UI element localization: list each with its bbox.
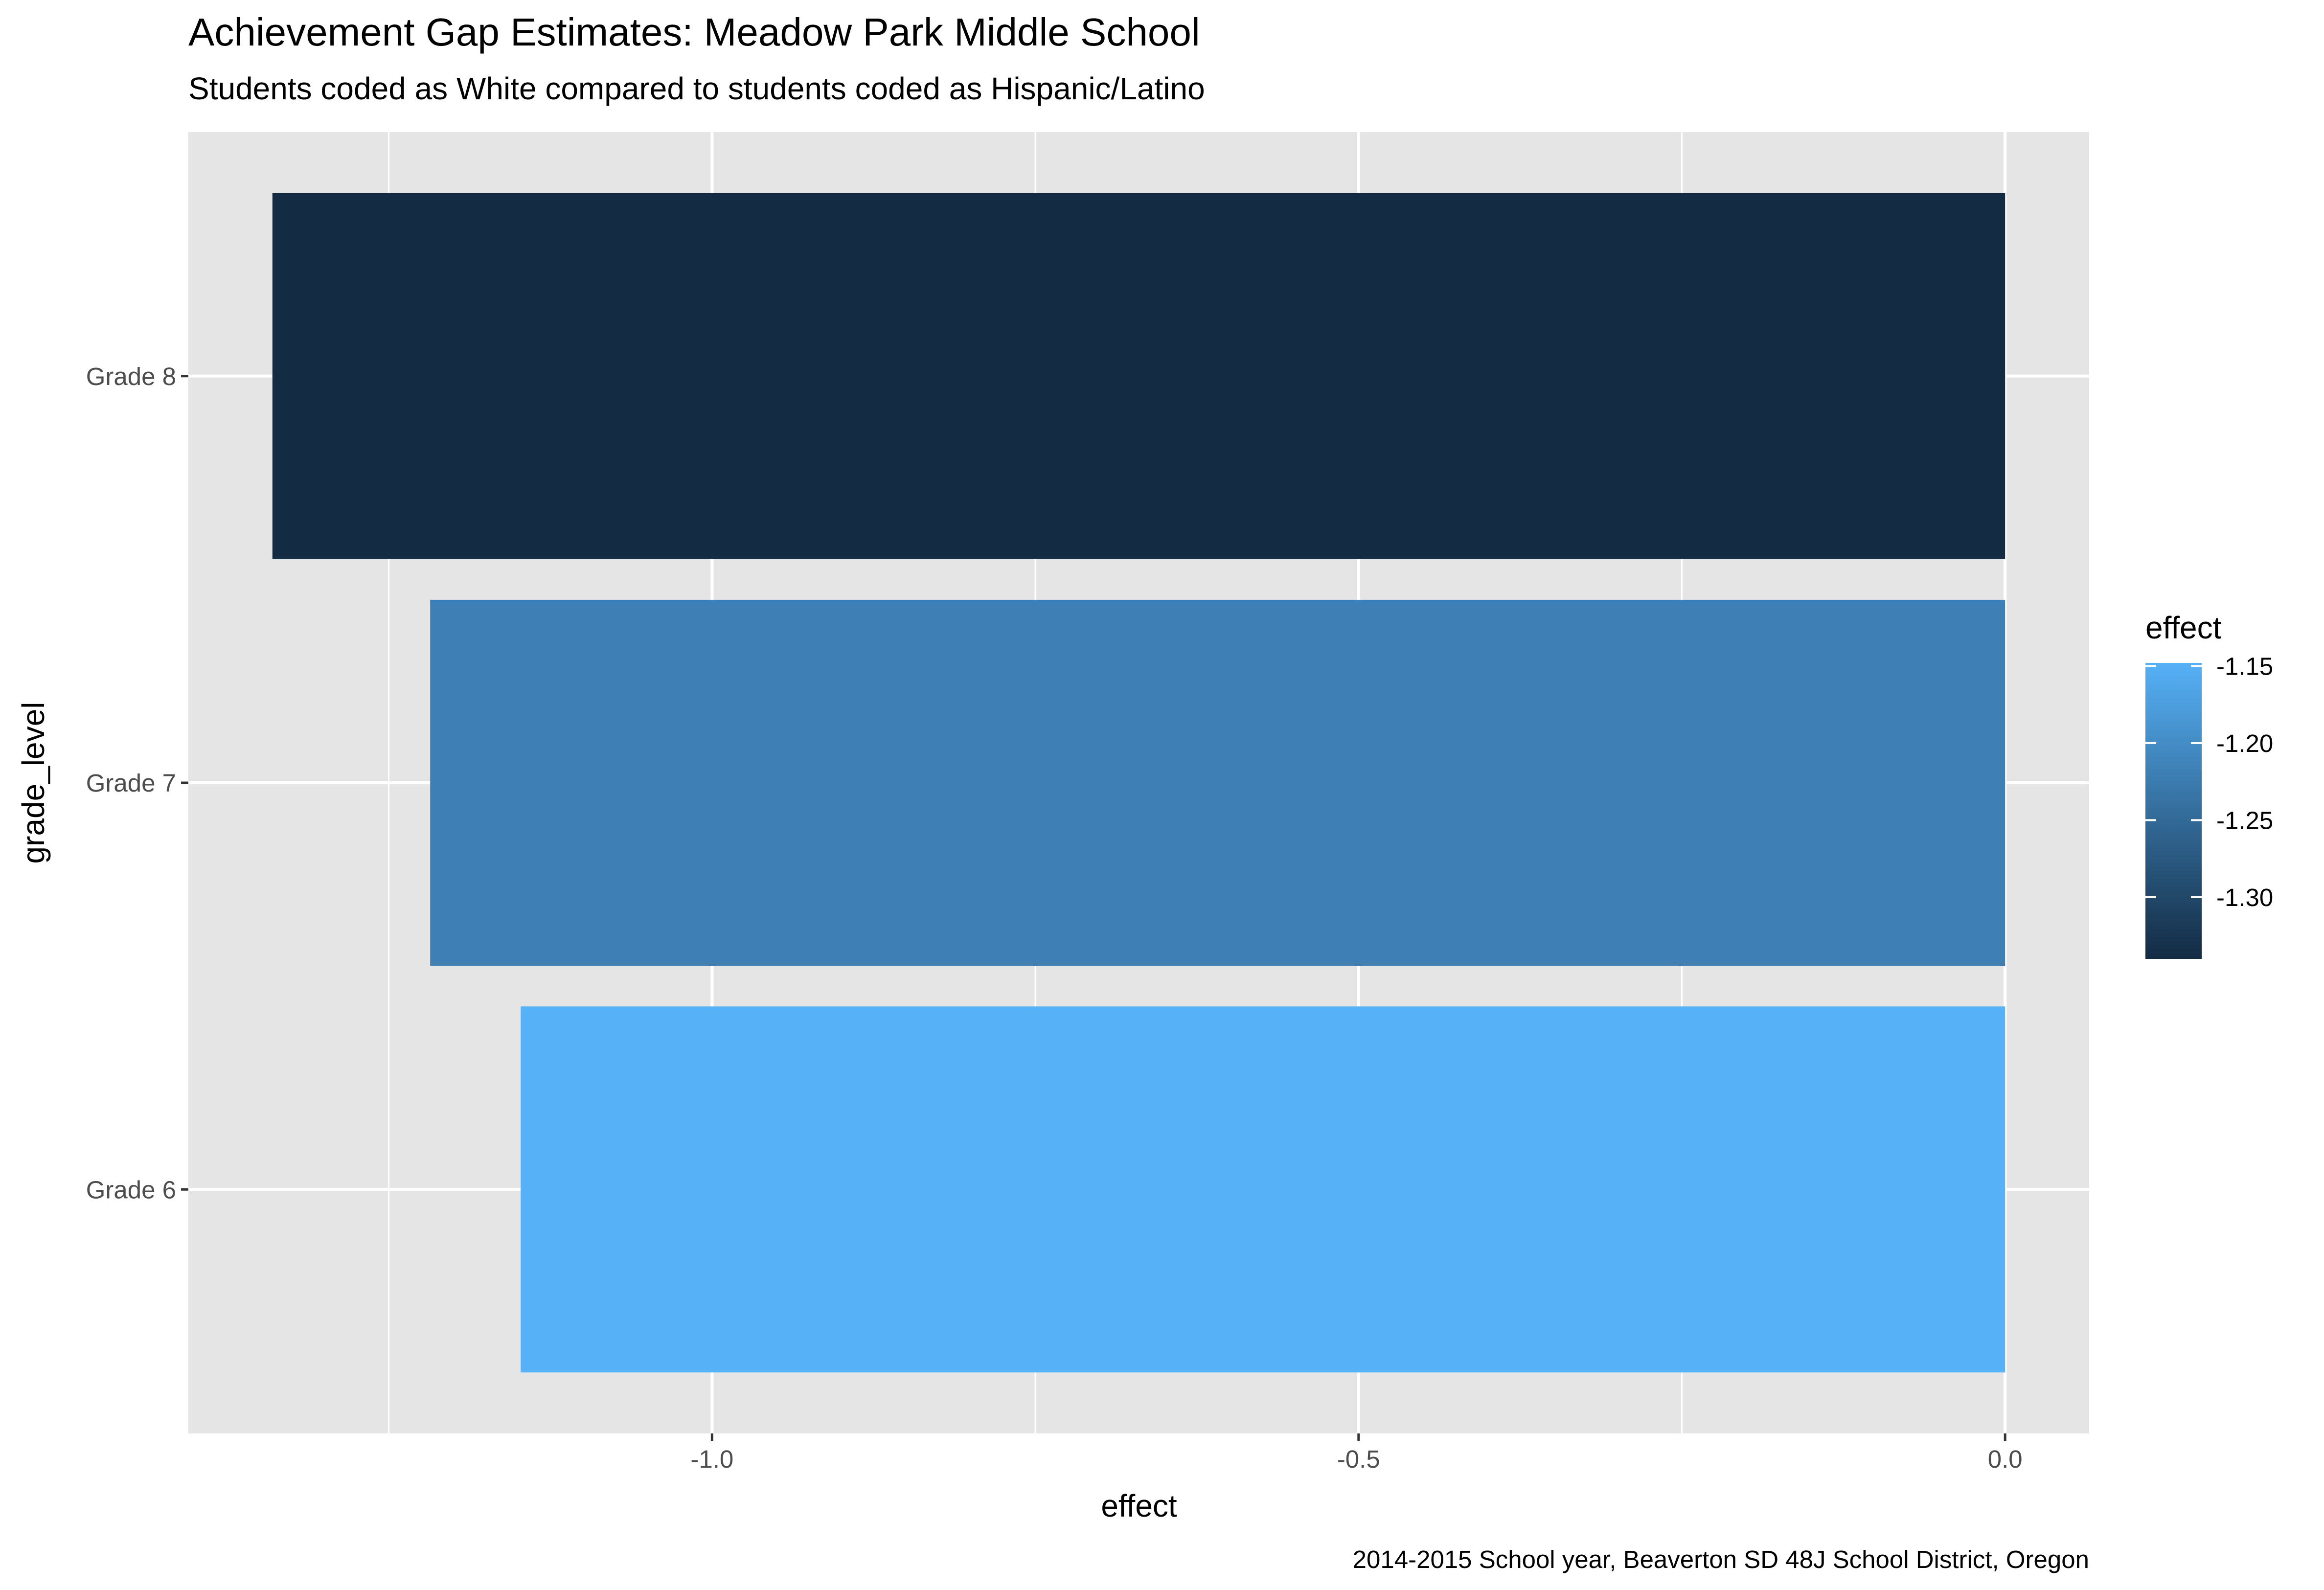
chart-caption: 2014-2015 School year, Beaverton SD 48J … xyxy=(1353,1545,2089,1573)
bar-grade-6 xyxy=(521,1006,2005,1373)
x-tick-label: -0.5 xyxy=(1337,1445,1380,1473)
legend-title: effect xyxy=(2145,610,2222,645)
y-tick-label: Grade 7 xyxy=(86,769,176,797)
legend-ticks: -1.15 -1.20 -1.25 -1.30 xyxy=(2145,652,2273,911)
chart-subtitle: Students coded as White compared to stud… xyxy=(188,71,1205,106)
bar-grade-7 xyxy=(430,599,2005,966)
bars xyxy=(272,193,2005,1373)
bar-grade-8 xyxy=(272,193,2005,559)
x-tick-label: -1.0 xyxy=(690,1445,733,1473)
x-tick-label: 0.0 xyxy=(1988,1445,2023,1473)
y-axis-title: grade_level xyxy=(16,702,51,864)
y-axis-ticks: Grade 6 Grade 7 Grade 8 xyxy=(86,363,188,1204)
legend-tick-label: -1.30 xyxy=(2216,884,2273,911)
legend-tick-label: -1.25 xyxy=(2216,806,2273,834)
y-tick-label: Grade 6 xyxy=(86,1176,176,1204)
legend-tick-label: -1.15 xyxy=(2216,652,2273,680)
x-axis-ticks: -1.0 -0.5 0.0 xyxy=(690,1433,2023,1473)
y-tick-label: Grade 8 xyxy=(86,363,176,390)
legend-tick-label: -1.20 xyxy=(2216,729,2273,757)
chart-title: Achievement Gap Estimates: Meadow Park M… xyxy=(188,10,1200,54)
x-axis-title: effect xyxy=(1101,1488,1177,1523)
legend-colorbar xyxy=(2145,663,2202,959)
